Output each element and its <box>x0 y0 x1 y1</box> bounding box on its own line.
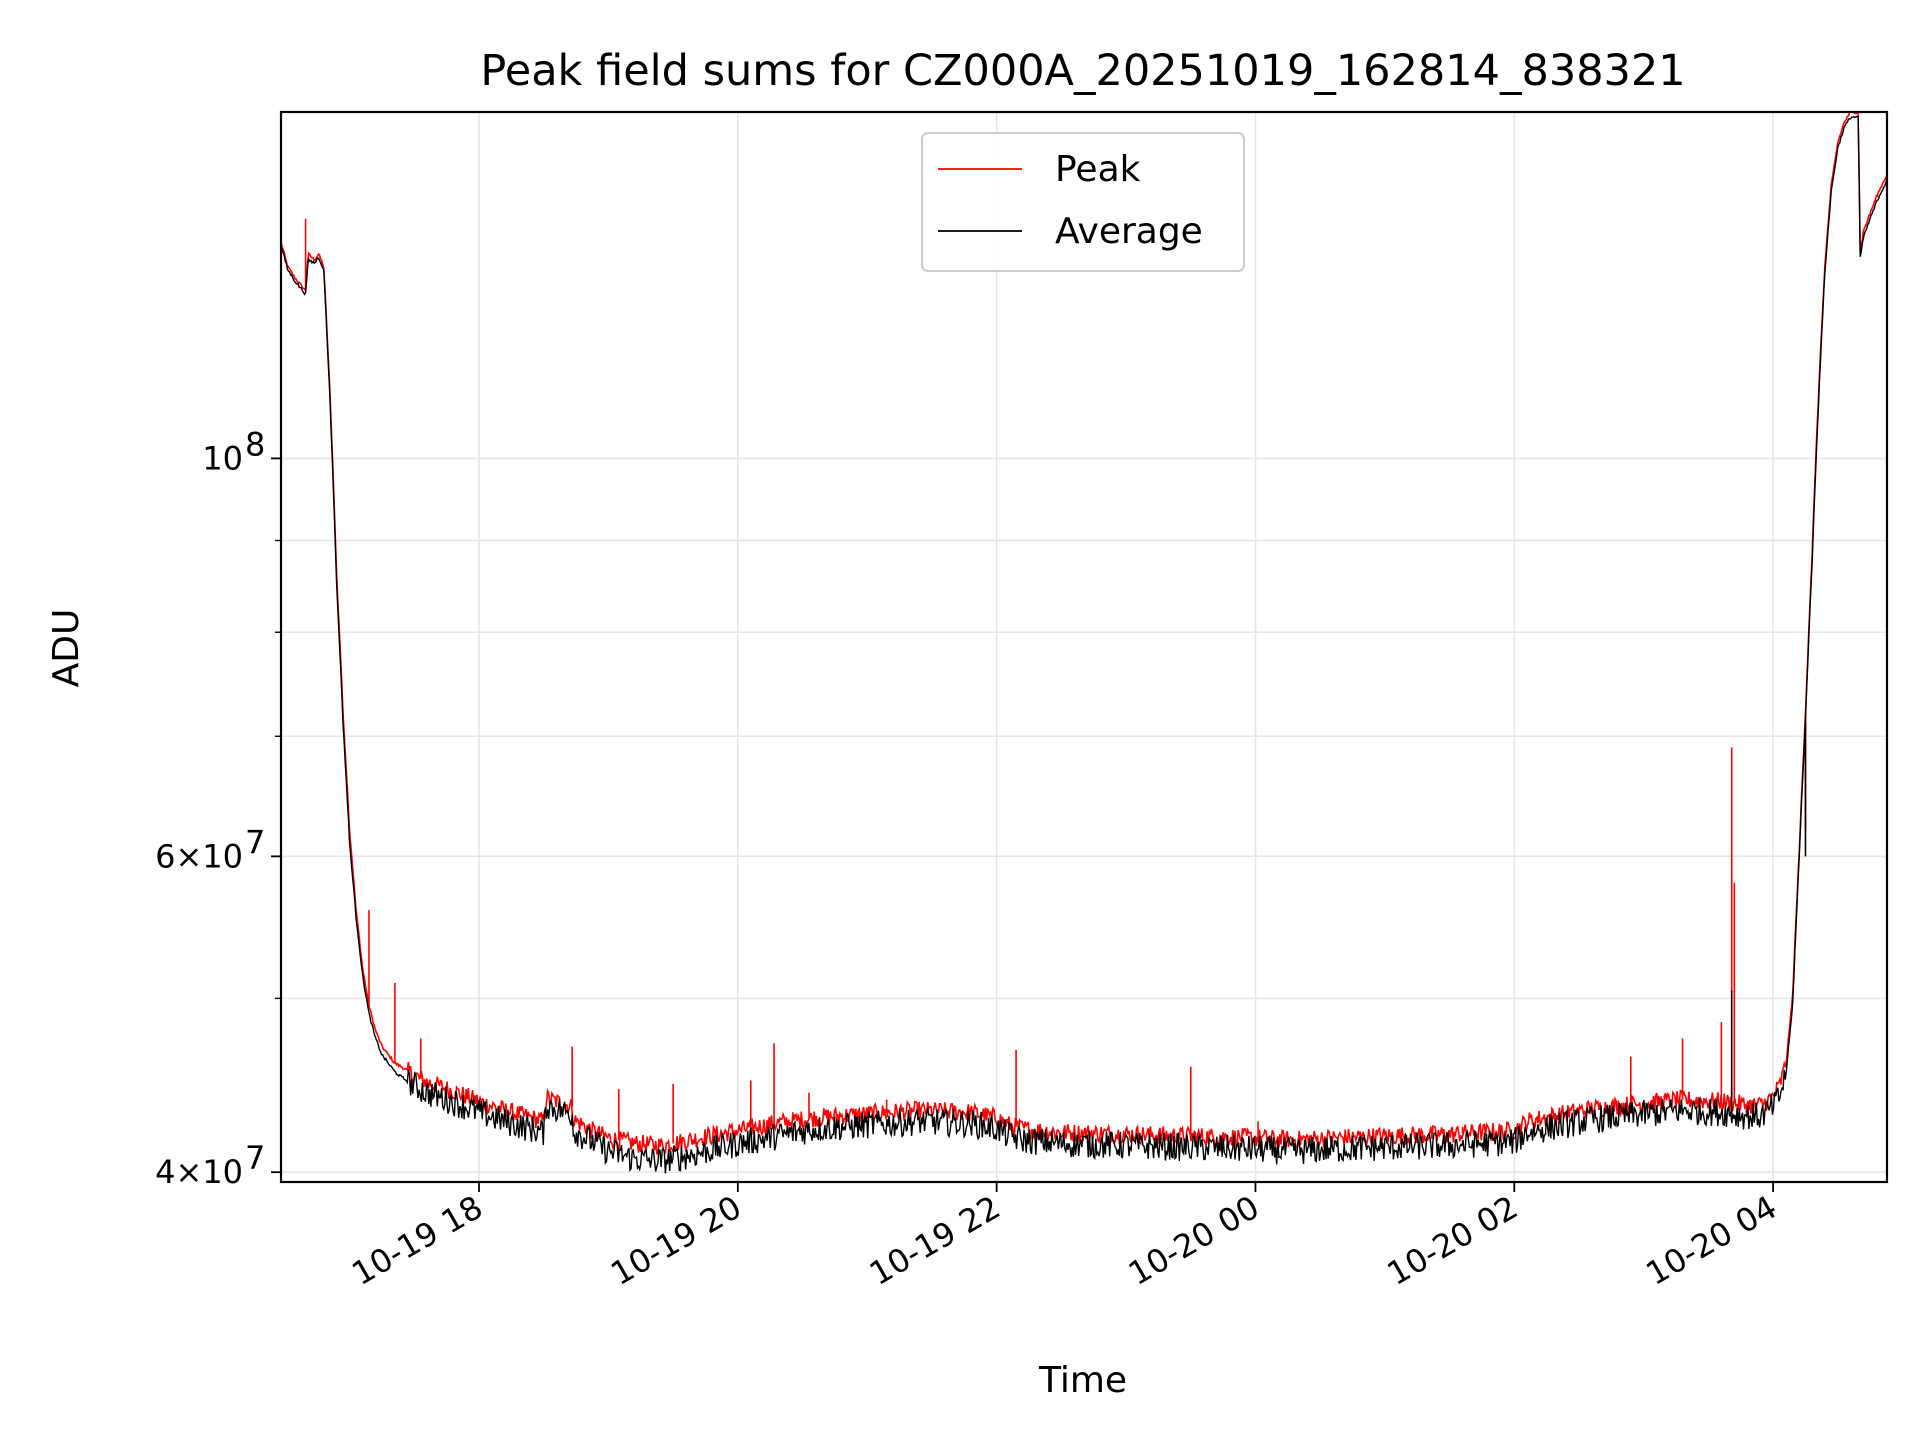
legend-peak-label: Peak <box>1055 149 1141 190</box>
legend: Peak Average <box>921 132 1245 272</box>
legend-average-label: Average <box>1055 211 1203 252</box>
y-tick-label: 10 <box>202 439 243 477</box>
y-tick-label-exponent: 7 <box>245 823 265 861</box>
y-tick-label-exponent: 7 <box>245 1139 265 1177</box>
average-series-line <box>281 115 1887 1174</box>
grid <box>281 112 1887 1182</box>
y-tick-label: 6×10 <box>155 837 243 875</box>
chart-title: Peak field sums for CZ000A_20251019_1628… <box>480 46 1685 96</box>
plot-frame <box>279 110 1889 1184</box>
series-layer <box>281 112 1887 1174</box>
x-axis-label: Time <box>1038 1360 1127 1401</box>
y-tick-label: 4×10 <box>155 1153 243 1191</box>
legend-box <box>921 132 1245 272</box>
y-tick-label-exponent: 8 <box>245 425 265 463</box>
y-axis-label: ADU <box>46 609 87 688</box>
